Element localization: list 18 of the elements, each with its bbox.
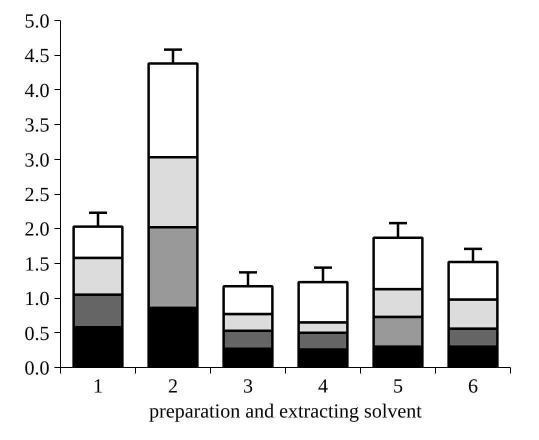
y-tick-label: 4.5 xyxy=(24,45,50,68)
x-tick-label: 3 xyxy=(243,376,253,398)
x-axis-title: preparation and extracting solvent xyxy=(149,400,422,422)
x-tick-label: 5 xyxy=(393,376,403,398)
y-tick-label: 0.0 xyxy=(24,358,50,380)
y-tick-label: 4.0 xyxy=(24,80,50,102)
y-tick-label: 2.5 xyxy=(24,184,50,206)
y-tick-label: 1.0 xyxy=(24,288,50,310)
x-tick-label: 6 xyxy=(468,376,478,398)
x-tick-label: 1 xyxy=(93,376,103,398)
y-tick-label: 0.5 xyxy=(24,322,50,345)
y-tick-label: 3.5 xyxy=(24,114,50,137)
y-tick-label: 2.0 xyxy=(24,218,50,241)
y-tick-label: 5.0 xyxy=(24,10,50,32)
y-tick-label: 3.0 xyxy=(24,149,50,172)
y-tick-label: 1.5 xyxy=(24,253,50,276)
x-tick-label: 4 xyxy=(318,376,328,398)
x-tick-label: 2 xyxy=(168,376,178,398)
